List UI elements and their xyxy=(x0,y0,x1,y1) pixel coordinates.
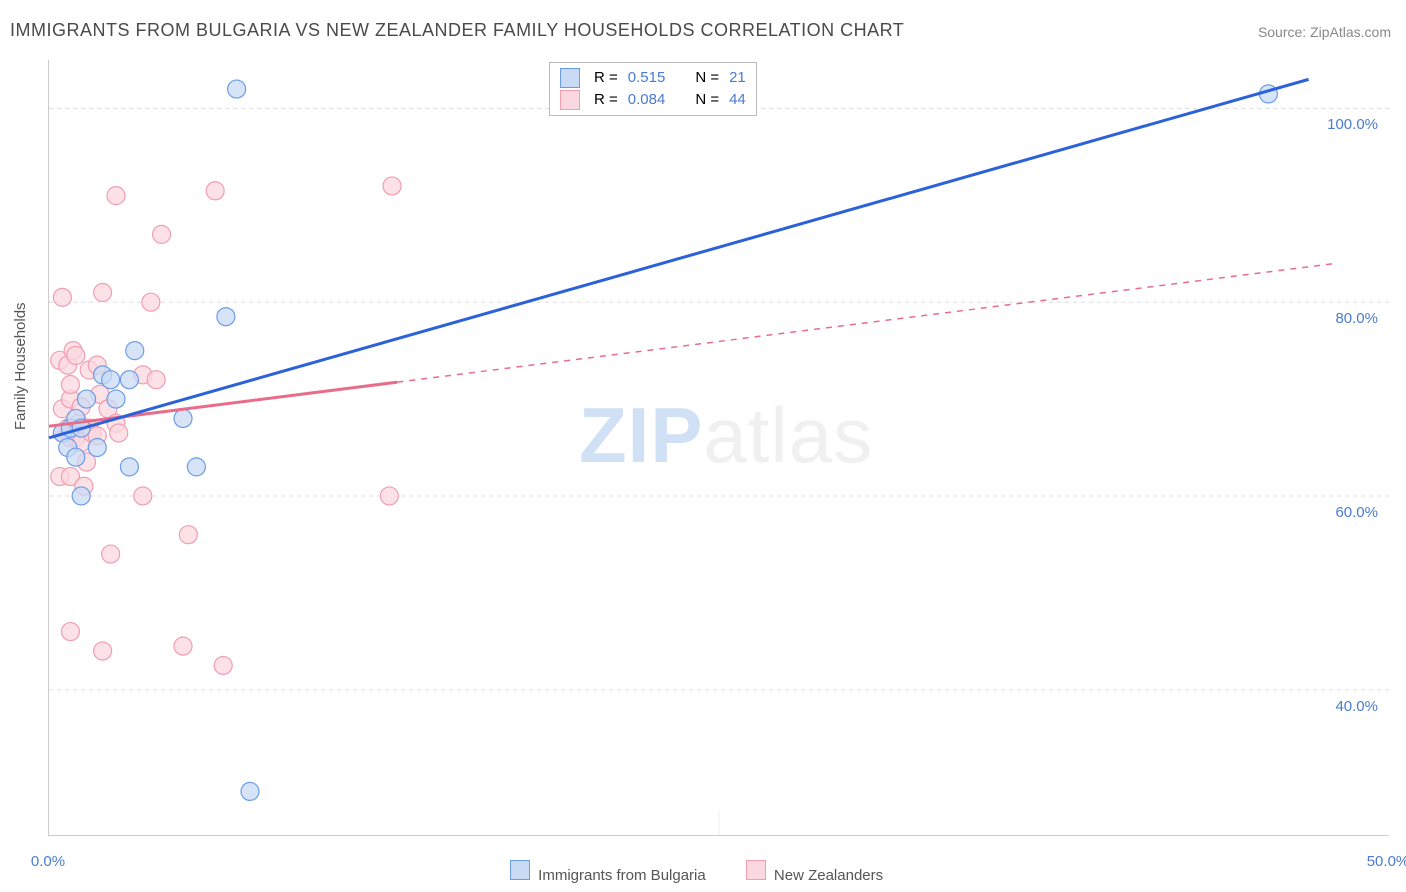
y-tick-label: 100.0% xyxy=(1318,116,1378,133)
n-value: 44 xyxy=(729,89,746,111)
chart-container: IMMIGRANTS FROM BULGARIA VS NEW ZEALANDE… xyxy=(0,0,1406,892)
x-tick-label: 50.0% xyxy=(1348,853,1406,870)
legend-label: New Zealanders xyxy=(774,867,883,884)
n-label: N = xyxy=(695,67,719,89)
legend-swatch-pink xyxy=(560,90,580,110)
y-tick-label: 40.0% xyxy=(1318,698,1378,715)
legend-label: Immigrants from Bulgaria xyxy=(538,867,706,884)
legend-swatch-blue xyxy=(560,68,580,88)
r-value: 0.515 xyxy=(628,67,666,89)
legend-top: R = 0.515 N = 21 R = 0.084 N = 44 xyxy=(549,62,757,116)
x-tick-label: 0.0% xyxy=(8,853,88,870)
legend-item-1: Immigrants from Bulgaria xyxy=(510,860,706,884)
y-tick-label: 60.0% xyxy=(1318,504,1378,521)
r-label: R = xyxy=(594,67,618,89)
legend-top-row-1: R = 0.515 N = 21 xyxy=(560,67,746,89)
y-axis-label: Family Households xyxy=(12,302,29,430)
legend-item-2: New Zealanders xyxy=(746,860,883,884)
legend-bottom: Immigrants from Bulgaria New Zealanders xyxy=(510,860,883,884)
plot-area: ZIPatlas R = 0.515 N = 21 R = 0.084 N = … xyxy=(48,60,1389,836)
n-label: N = xyxy=(695,89,719,111)
source-label: Source: ZipAtlas.com xyxy=(1258,24,1391,40)
legend-swatch-blue xyxy=(510,860,530,880)
legend-top-row-2: R = 0.084 N = 44 xyxy=(560,89,746,111)
r-value: 0.084 xyxy=(628,89,666,111)
r-label: R = xyxy=(594,89,618,111)
legend-swatch-pink xyxy=(746,860,766,880)
y-tick-label: 80.0% xyxy=(1318,310,1378,327)
n-value: 21 xyxy=(729,67,746,89)
chart-svg xyxy=(49,60,1389,835)
chart-title: IMMIGRANTS FROM BULGARIA VS NEW ZEALANDE… xyxy=(10,20,904,41)
